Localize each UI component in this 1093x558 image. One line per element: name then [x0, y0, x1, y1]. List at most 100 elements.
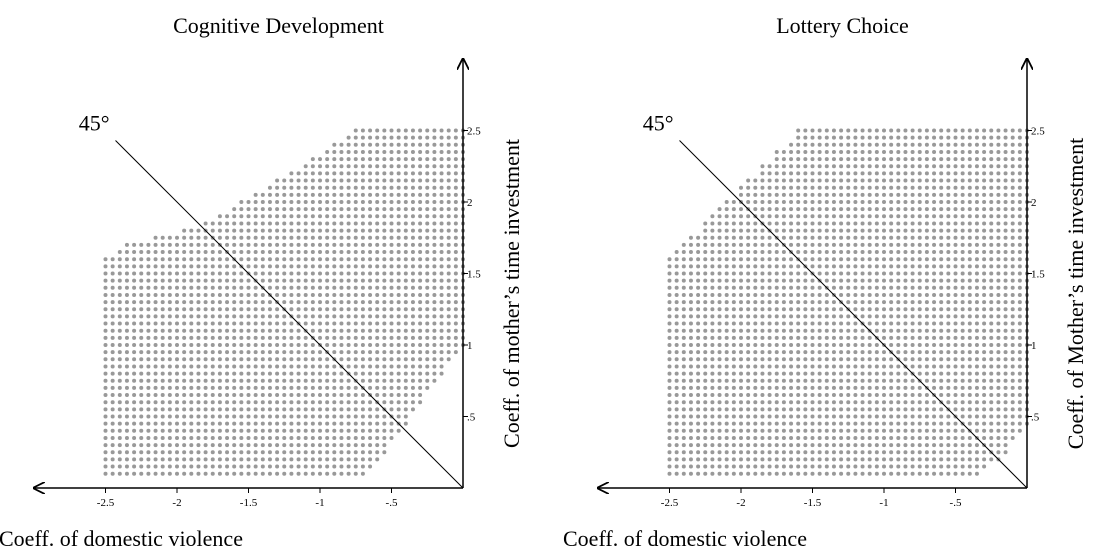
region-dot — [774, 343, 779, 347]
region-dot — [667, 371, 672, 376]
region-dot — [924, 135, 929, 140]
region-dot — [425, 335, 430, 340]
region-dot — [275, 464, 280, 469]
region-dot — [674, 350, 679, 355]
region-dot — [867, 278, 872, 283]
region-dot — [767, 328, 772, 333]
region-dot — [967, 149, 972, 154]
region-dot — [232, 428, 237, 433]
region-dot — [282, 378, 287, 383]
region-dot — [439, 343, 444, 347]
region-dot — [375, 300, 380, 305]
region-dot — [260, 400, 265, 405]
region-dot — [167, 235, 172, 240]
region-dot — [831, 385, 836, 390]
region-dot — [225, 443, 230, 448]
region-dot — [110, 314, 115, 319]
region-dot — [325, 164, 330, 169]
region-dot — [246, 471, 251, 476]
region-dot — [824, 185, 829, 190]
region-dot — [781, 435, 786, 440]
region-dot — [831, 171, 836, 176]
region-dot — [289, 228, 294, 233]
region-dot — [960, 450, 965, 455]
region-dot — [439, 142, 444, 147]
region-dot — [839, 400, 844, 405]
region-dot — [360, 471, 365, 476]
region-dot — [896, 185, 901, 190]
region-dot — [146, 385, 151, 390]
region-dot — [946, 428, 951, 433]
region-dot — [210, 221, 215, 226]
region-dot — [846, 149, 851, 154]
region-dot — [139, 428, 144, 433]
region-dot — [124, 307, 129, 312]
region-dot — [739, 421, 743, 426]
region-dot — [803, 185, 808, 190]
region-dot — [439, 278, 444, 283]
region-dot — [382, 364, 387, 369]
region-dot — [289, 285, 294, 290]
region-dot — [353, 185, 358, 190]
region-dot — [703, 264, 708, 269]
region-dot — [667, 292, 672, 297]
region-dot — [346, 164, 351, 169]
region-dot — [989, 228, 994, 233]
region-dot — [746, 250, 751, 255]
region-dot — [246, 257, 251, 262]
region-dot — [418, 285, 423, 290]
region-dot — [674, 343, 679, 347]
region-dot — [303, 250, 308, 255]
region-dot — [260, 292, 265, 297]
region-dot — [353, 435, 358, 440]
region-dot — [282, 200, 287, 204]
region-dot — [760, 285, 765, 290]
region-dot — [853, 364, 858, 369]
region-dot — [1017, 185, 1022, 190]
region-dot — [203, 414, 208, 419]
region-dot — [160, 271, 165, 276]
region-dot — [124, 450, 129, 455]
region-dot — [410, 307, 415, 312]
region-dot — [139, 242, 144, 247]
region-dot — [282, 407, 287, 412]
region-dot — [967, 400, 972, 405]
region-dot — [681, 350, 686, 355]
region-dot — [353, 292, 358, 297]
region-dot — [382, 185, 387, 190]
region-dot — [760, 257, 765, 262]
region-dot — [953, 457, 958, 462]
region-dot — [425, 250, 430, 255]
region-dot — [368, 378, 373, 383]
region-dot — [1017, 178, 1022, 183]
region-dot — [789, 185, 794, 190]
region-dot — [739, 335, 743, 340]
region-dot — [767, 400, 772, 405]
region-dot — [767, 393, 772, 398]
region-dot — [182, 450, 187, 455]
region-dot — [896, 371, 901, 376]
region-dot — [846, 357, 851, 362]
region-dot — [325, 235, 330, 240]
region-dot — [882, 135, 886, 140]
region-dot — [217, 378, 222, 383]
region-dot — [889, 371, 894, 376]
region-dot — [382, 207, 387, 212]
region-dot — [867, 378, 872, 383]
region-dot — [139, 414, 144, 419]
region-dot — [132, 257, 137, 262]
region-dot — [439, 314, 444, 319]
region-dot — [375, 414, 380, 419]
region-dot — [882, 428, 886, 433]
region-dot — [796, 214, 801, 219]
region-dot — [418, 142, 423, 147]
region-dot — [303, 235, 308, 240]
region-dot — [946, 285, 951, 290]
region-dot — [303, 242, 308, 247]
region-dot — [953, 178, 958, 183]
region-dot — [146, 443, 151, 448]
region-dot — [203, 443, 208, 448]
region-dot — [275, 428, 280, 433]
region-dot — [789, 257, 794, 262]
region-dot — [889, 185, 894, 190]
